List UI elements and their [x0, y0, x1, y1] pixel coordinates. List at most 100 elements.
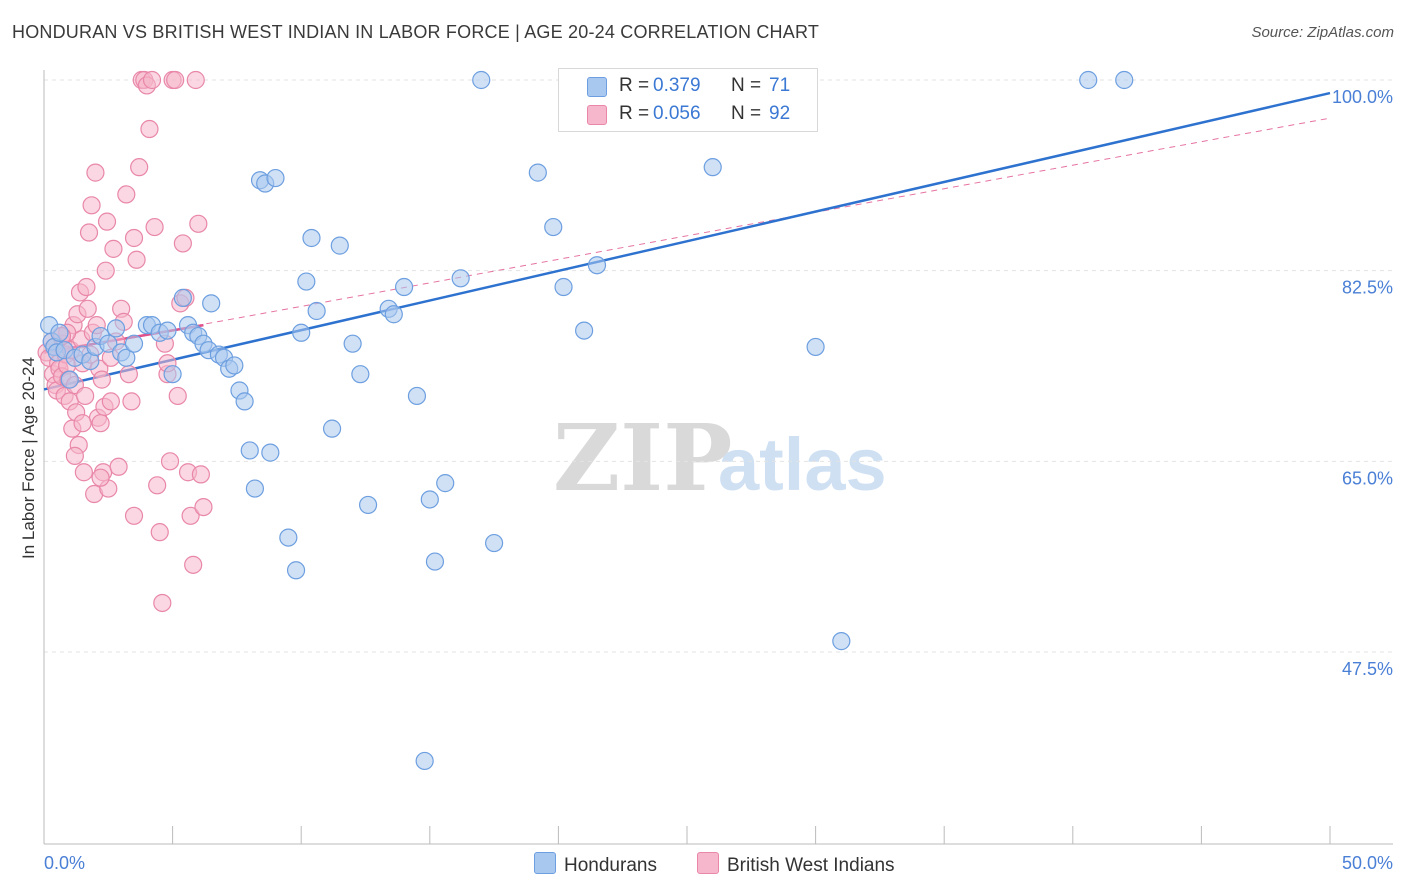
- hondurans-point[interactable]: [261, 443, 280, 462]
- british-west-indians-point[interactable]: [119, 365, 138, 384]
- british-west-indians-point[interactable]: [166, 70, 185, 90]
- hondurans-point[interactable]: [292, 323, 311, 342]
- hondurans-point[interactable]: [394, 277, 414, 297]
- hondurans-point[interactable]: [330, 236, 349, 255]
- british-west-indians-point[interactable]: [124, 228, 144, 248]
- british-west-indians-point[interactable]: [76, 386, 95, 406]
- hondurans-point[interactable]: [832, 632, 851, 651]
- hondurans-point[interactable]: [384, 305, 403, 324]
- hondurans-point[interactable]: [286, 561, 306, 580]
- british-west-indians-point[interactable]: [91, 414, 110, 433]
- hondurans-point[interactable]: [1079, 70, 1098, 90]
- x-tick-label-max: 50.0%: [1342, 853, 1393, 873]
- hondurans-point[interactable]: [60, 370, 79, 389]
- british-west-indians-point[interactable]: [117, 185, 136, 204]
- hondurans-point[interactable]: [420, 490, 439, 509]
- hondurans-point[interactable]: [279, 528, 298, 547]
- hondurans-swatch: [587, 77, 607, 97]
- legend-item-british-west-indians[interactable]: British West Indians: [697, 852, 895, 877]
- hondurans-point[interactable]: [407, 386, 427, 406]
- british-west-indians-point[interactable]: [142, 70, 162, 90]
- hondurans-point[interactable]: [1115, 70, 1134, 90]
- y-tick-labels: 47.5% 65.0% 82.5% 100.0%: [1332, 87, 1393, 679]
- british-west-indians-point[interactable]: [82, 196, 101, 215]
- british-west-indians-point[interactable]: [140, 119, 159, 139]
- hondurans-point[interactable]: [554, 277, 573, 297]
- r-label: R =: [619, 75, 650, 96]
- british-west-indians-point[interactable]: [150, 523, 169, 542]
- hondurans-point[interactable]: [245, 479, 265, 498]
- british-west-indians-point[interactable]: [122, 392, 141, 411]
- hondurans-point[interactable]: [703, 158, 722, 177]
- british-west-indians-point[interactable]: [104, 239, 123, 258]
- hondurans-point[interactable]: [528, 163, 547, 182]
- hondurans-point[interactable]: [163, 365, 182, 384]
- legend-item-hondurans[interactable]: Hondurans: [534, 852, 657, 877]
- hondurans-point[interactable]: [415, 751, 434, 771]
- hondurans-point[interactable]: [235, 392, 254, 411]
- british-west-indians-point[interactable]: [130, 158, 149, 177]
- hondurans-point[interactable]: [587, 256, 607, 275]
- legend-row-hondurans: R = 0.379 N = 71: [559, 73, 817, 101]
- british-west-indians-point[interactable]: [77, 277, 96, 297]
- hondurans-point[interactable]: [266, 168, 285, 188]
- trend-lines: [43, 91, 1331, 391]
- british-west-indians-point[interactable]: [91, 468, 110, 487]
- british-west-indians-point[interactable]: [168, 386, 187, 406]
- hondurans-point[interactable]: [240, 441, 259, 460]
- british-west-indians-point[interactable]: [184, 555, 203, 574]
- hondurans-point[interactable]: [124, 334, 144, 353]
- n-label: N =: [731, 75, 762, 96]
- british-west-indians-point[interactable]: [148, 476, 167, 495]
- hondurans-point[interactable]: [485, 533, 504, 553]
- hondurans-point[interactable]: [575, 321, 594, 340]
- british-west-indians-point[interactable]: [73, 414, 92, 433]
- british-west-indians-point[interactable]: [78, 299, 97, 318]
- british-west-indians-point[interactable]: [109, 457, 128, 476]
- british-west-indians-point[interactable]: [181, 506, 200, 525]
- hondurans-point[interactable]: [436, 474, 455, 493]
- british-west-indians-point[interactable]: [127, 250, 146, 269]
- hondurans-point[interactable]: [343, 334, 362, 353]
- x-tick-labels: 0.0% 50.0%: [44, 853, 1393, 873]
- british-west-indians-point[interactable]: [92, 370, 111, 389]
- hondurans-point[interactable]: [99, 334, 118, 353]
- hondurans-point[interactable]: [158, 321, 177, 340]
- hondurans-point[interactable]: [297, 272, 316, 291]
- hondurans-point[interactable]: [451, 269, 470, 288]
- british-west-indians-point[interactable]: [191, 465, 210, 484]
- british-west-indians-point[interactable]: [101, 392, 120, 411]
- hondurans-point[interactable]: [322, 419, 342, 438]
- hondurans-point[interactable]: [302, 228, 321, 248]
- hondurans-point[interactable]: [106, 319, 126, 338]
- british-west-indians-point[interactable]: [79, 223, 99, 242]
- hondurans-point[interactable]: [117, 348, 136, 367]
- british-west-indians-point[interactable]: [194, 497, 213, 517]
- hondurans-point[interactable]: [358, 495, 378, 515]
- hondurans-point[interactable]: [425, 552, 445, 571]
- british-west-indians-point[interactable]: [145, 217, 164, 237]
- hondurans-point[interactable]: [307, 301, 326, 321]
- british-west-indians-point[interactable]: [124, 506, 144, 525]
- hondurans-point[interactable]: [225, 356, 244, 375]
- british-west-indians-point[interactable]: [173, 234, 192, 253]
- hondurans-point[interactable]: [806, 337, 825, 357]
- british-west-indians-point[interactable]: [160, 452, 180, 471]
- british-west-indians-point[interactable]: [189, 214, 208, 233]
- hondurans-point[interactable]: [544, 217, 563, 237]
- british-west-indians-point[interactable]: [65, 446, 84, 465]
- hondurans-points: [40, 70, 1134, 771]
- british-west-indians-point[interactable]: [186, 70, 205, 90]
- hondurans-point[interactable]: [472, 70, 491, 90]
- y-tick-label: 65.0%: [1342, 468, 1393, 488]
- british-west-indians-point[interactable]: [96, 261, 115, 280]
- british-west-indians-point[interactable]: [74, 463, 93, 482]
- british-west-indians-point[interactable]: [153, 593, 172, 613]
- british-west-indians-point[interactable]: [86, 163, 105, 182]
- hondurans-point[interactable]: [351, 365, 370, 384]
- hondurans-point[interactable]: [202, 294, 221, 313]
- hondurans-point[interactable]: [50, 323, 69, 342]
- british-west-indians-point[interactable]: [97, 212, 117, 231]
- hondurans-point[interactable]: [173, 288, 192, 308]
